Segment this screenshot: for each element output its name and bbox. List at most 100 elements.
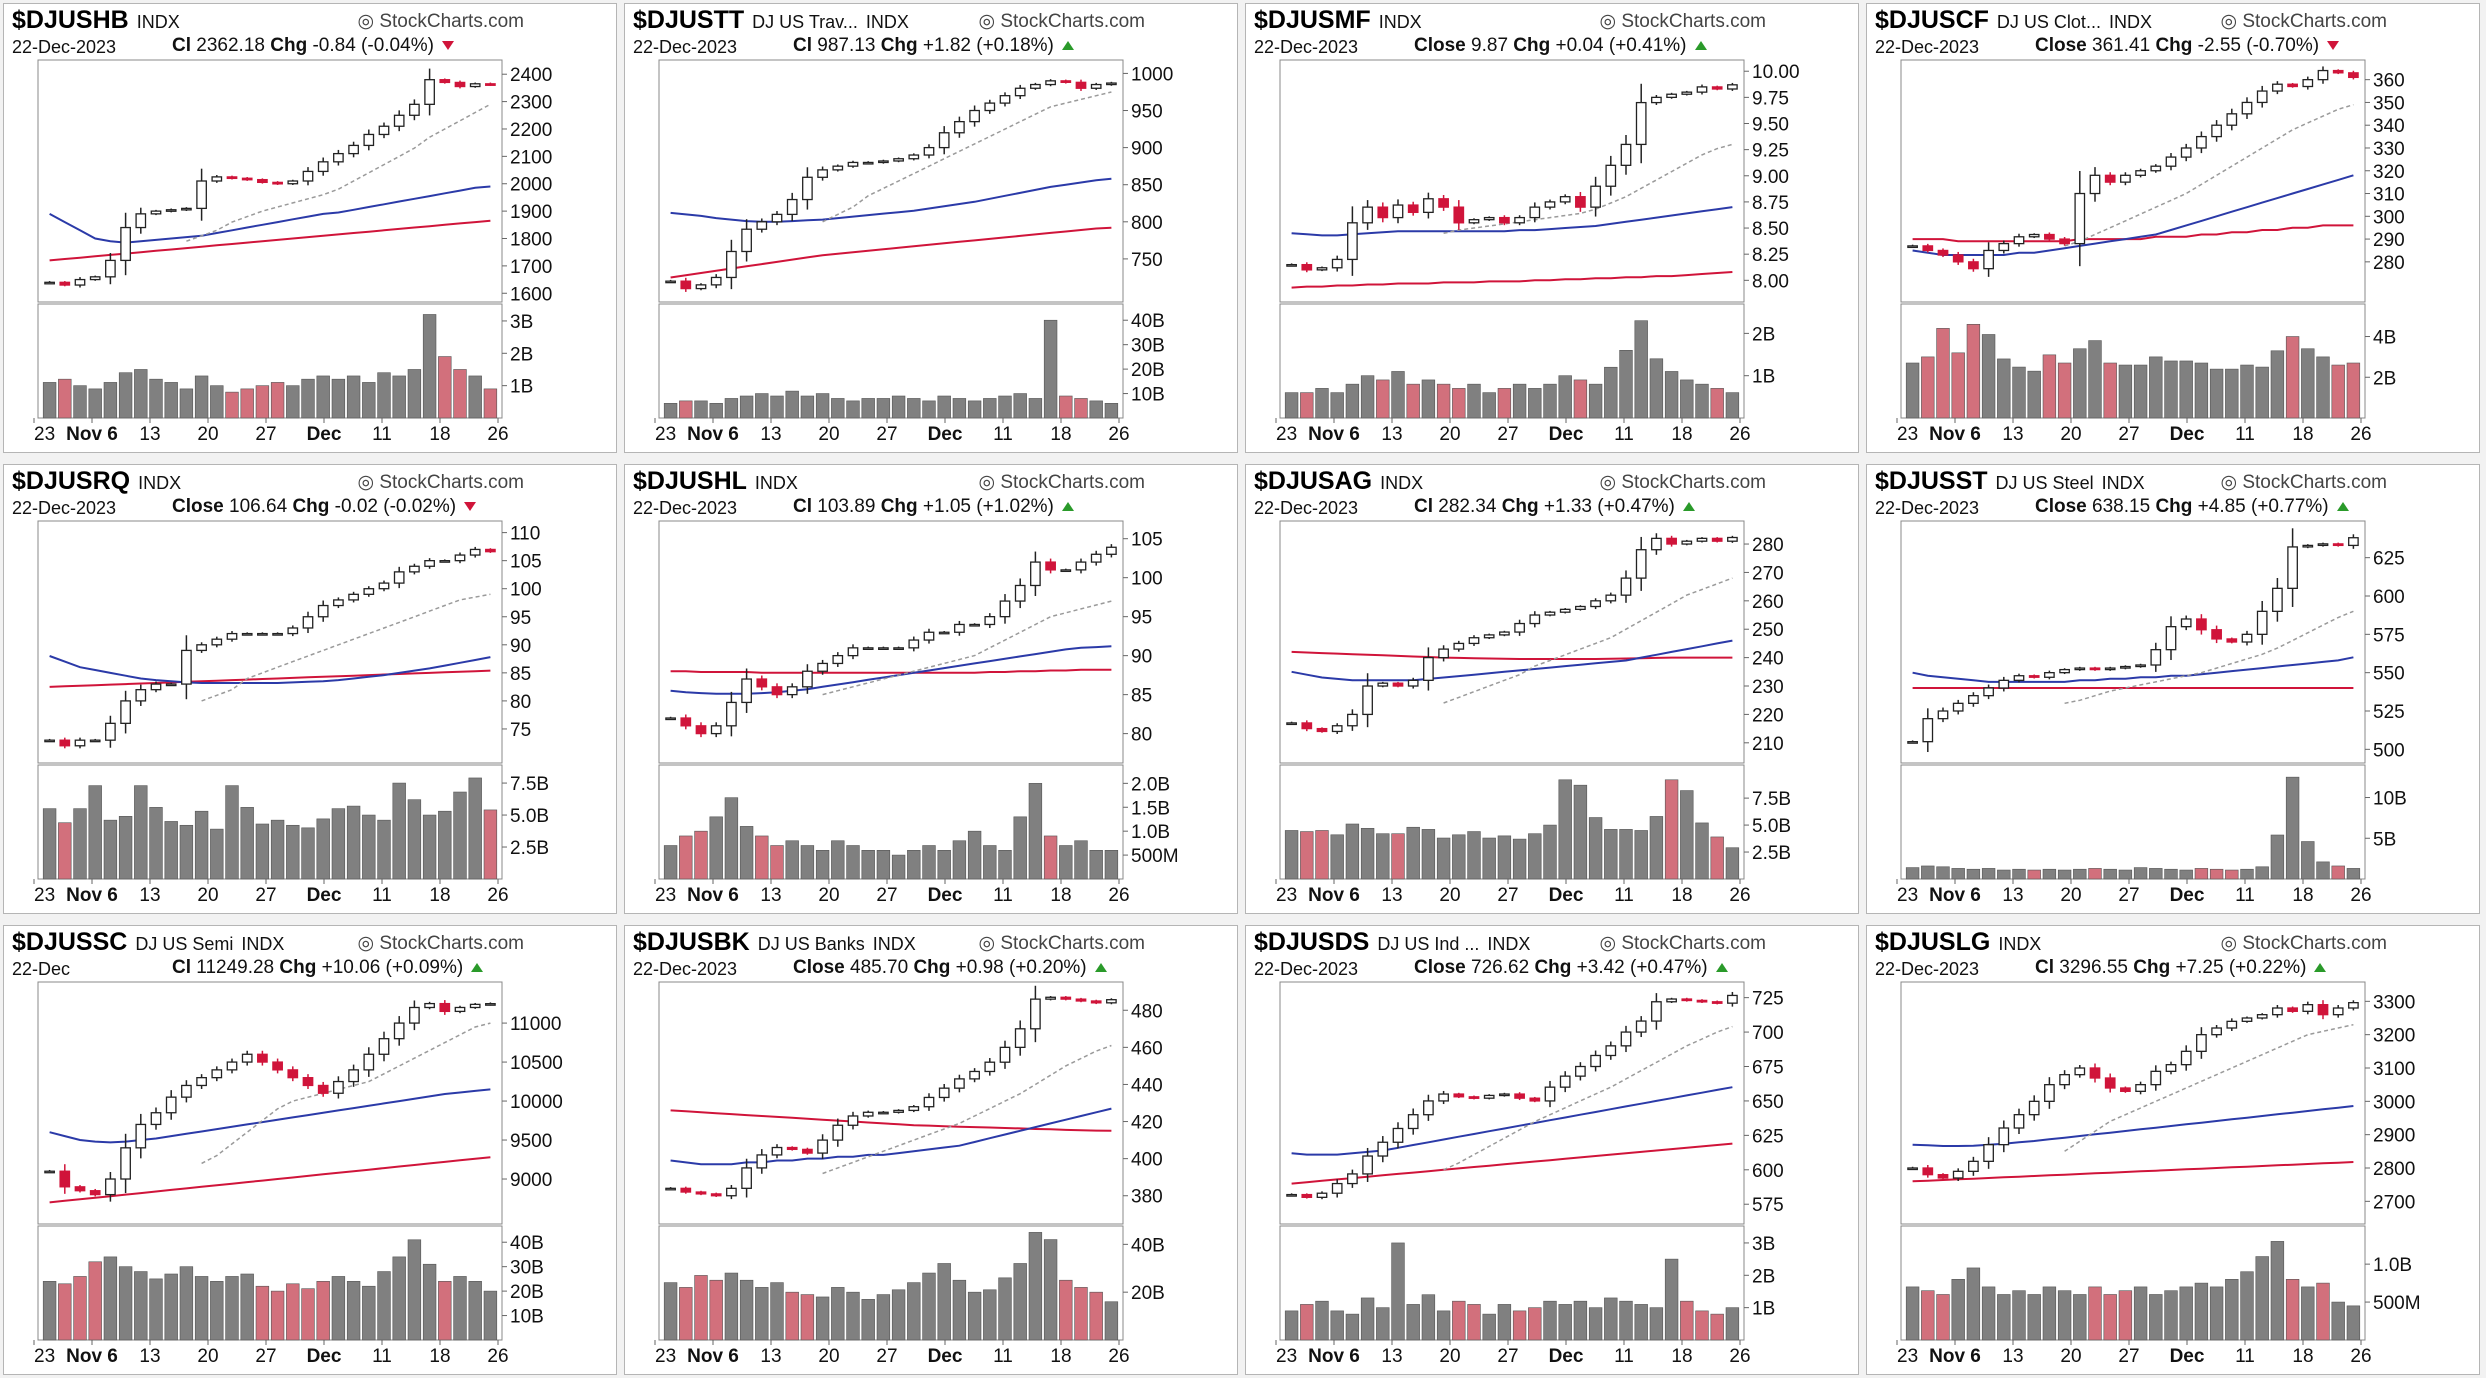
volume-pane-frame [1279,1225,1745,1341]
x-axis-label: 23 [1276,424,1297,445]
quote-line: Cl 103.89 Chg +1.05 (+1.02%) [793,496,1074,518]
volume-bar [967,1291,982,1341]
candle-body [817,662,828,672]
candle-body [1529,206,1541,219]
watermark: ◎ StockCharts.com [1599,932,1766,955]
candle-body [1423,1100,1434,1116]
candle-body [1407,204,1419,214]
chart-panel: $DJUSBK DJ US Banks INDX ◎ StockCharts.com 2… [624,925,1238,1375]
volume-bar [1467,1304,1481,1341]
chg-label: Chg [270,35,308,56]
volume-bar [1330,834,1344,880]
volume-bar [179,1266,194,1341]
x-axis-label: 20 [818,1346,839,1367]
volume-bar [270,1290,285,1341]
candle-body [2226,113,2238,126]
candle-body [1651,1001,1662,1022]
x-axis-label: 18 [1671,1346,1692,1367]
volume-bar [861,398,875,419]
volume-bar [2164,868,2178,880]
candle-body [1727,994,1738,1004]
chart-panel: $DJUSSC DJ US Semi INDX ◎ StockCharts.com 22… [3,925,617,1375]
x-axis-label: 27 [2118,1346,2139,1367]
quote-line: Cl 282.34 Chg +1.33 (+0.47%) [1414,496,1695,518]
volume-bar [392,782,406,880]
x-axis-label: 18 [1050,1346,1071,1367]
ma-mid-line [49,185,491,244]
x-axis-label: 27 [876,424,897,445]
candle-body [211,176,223,182]
candle-body [1453,1093,1465,1098]
volume-bar [1710,1313,1724,1341]
candle-body [2180,147,2192,158]
close-value: 2362.18 [196,35,265,56]
candle-body [1468,1096,1480,1099]
candle-body [1499,1093,1510,1097]
volume-bar [1695,822,1709,880]
candle-body [2256,1014,2268,1019]
candle-body [2317,69,2329,81]
volume-bar [2042,1286,2057,1341]
x-axis-label: 20 [197,1346,218,1367]
chart-svg: 11000 10500 10000 9500 9000 40B 30B 20B 10B 23 Nov… [33,981,563,1367]
x-axis-label: 20 [1439,1346,1460,1367]
candle-body [1922,718,1934,743]
candle-body [2272,587,2283,612]
volume-bar [346,375,361,419]
volume-bar [1905,867,1920,880]
candle-body [1605,594,1617,602]
candle-body [1286,263,1297,267]
close-value: 485.70 [850,957,909,978]
volume-bar [88,388,102,419]
volume-bar [1074,398,1088,419]
watermark: ◎ StockCharts.com [357,932,524,955]
date: 22-Dec-2023 [1254,37,1359,57]
volume-bar [255,1285,270,1341]
volume-bar [983,398,997,419]
candle-body [1620,1031,1632,1047]
price-tick-label: 75 [510,720,531,741]
volume-bar [922,845,936,880]
price-tick-label: 1700 [510,257,552,278]
change-value: +1.82 (+0.18%) [922,35,1054,56]
close-value: 9.87 [1471,35,1509,56]
price-tick-label: 220 [1752,705,1784,726]
volume-bar [1543,383,1557,419]
volume-bar [2255,366,2269,419]
candle-body [439,79,451,84]
x-axis-label: 11 [1614,885,1634,906]
price-tick-label: 300 [2373,207,2405,228]
candle-body [862,161,874,165]
chg-label: Chg [913,957,951,978]
volume-bar [1905,1286,1920,1341]
close-value: 11249.28 [196,957,275,978]
quote-line: Close 9.87 Chg +0.04 (+0.41%) [1414,35,1707,57]
candle-body [847,647,859,657]
volume-bar [134,785,148,880]
volume-pane-frame [1279,764,1745,880]
candle-body [2211,1027,2222,1036]
candle-body [680,280,692,290]
candle-body [2226,638,2238,643]
quote-date: 22-Dec-2023 [633,498,737,519]
volume-tick-label: 5.0B [1752,816,1791,837]
symbol: $DJUSMF [1254,6,1371,34]
index-name: DJ US Ind ... [1377,934,1480,954]
index-name: DJ US Trav... [752,12,858,32]
volume-bar [1043,1239,1058,1341]
candle-body [1075,561,1087,571]
price-tick-label: 900 [1131,139,1163,160]
x-axis-label: 26 [2350,885,2371,906]
candle-body [1544,611,1556,616]
price-tick-label: 2900 [2373,1126,2415,1147]
candle-body [802,176,813,201]
volume-bar [2027,1294,2041,1341]
volume-bar [42,382,57,419]
candle-body [1635,549,1647,579]
ma-short-line [2064,1023,2354,1152]
volume-bar [1345,383,1360,419]
volume-bar [2301,348,2315,419]
volume-bar [316,818,330,880]
x-axis-label: 26 [1729,424,1750,445]
exchange: INDX [1378,12,1422,32]
